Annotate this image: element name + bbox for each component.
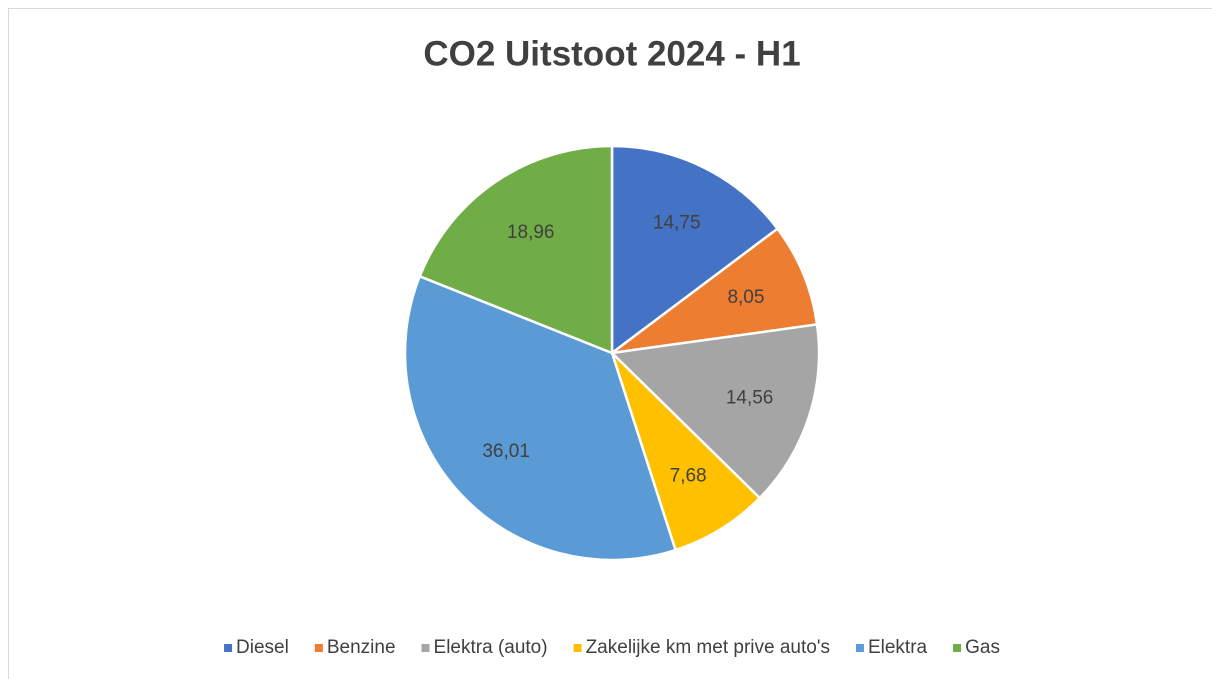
legend-swatch: [314, 644, 323, 652]
legend-swatch: [421, 644, 430, 652]
data-label: 18,96: [507, 222, 555, 243]
legend-label: Zakelijke km met prive auto's: [586, 637, 830, 658]
legend-label: Diesel: [236, 637, 289, 658]
pie-slice: [610, 144, 780, 356]
data-label: 7,68: [670, 465, 707, 486]
data-label: 14,75: [653, 212, 701, 233]
data-label: 8,05: [727, 287, 764, 308]
pie-slice: [610, 352, 762, 552]
data-label: 14,56: [726, 387, 774, 408]
legend-swatch: [224, 644, 233, 652]
legend-label: Elektra (auto): [434, 637, 548, 658]
legend-swatch: [573, 644, 582, 652]
pie-slice: [609, 323, 821, 500]
legend-label: Benzine: [327, 637, 396, 658]
data-label: 36,01: [482, 441, 530, 462]
legend-label: Elektra: [868, 637, 928, 658]
pie-slice: [403, 274, 678, 562]
pie-slice: [607, 226, 819, 355]
pie-slice: [418, 144, 614, 355]
chart-title: CO2 Uitstoot 2024 - H1: [423, 34, 800, 73]
legend-swatch: [953, 644, 962, 652]
legend-swatch: [855, 644, 864, 652]
legend-label: Gas: [965, 637, 1000, 658]
